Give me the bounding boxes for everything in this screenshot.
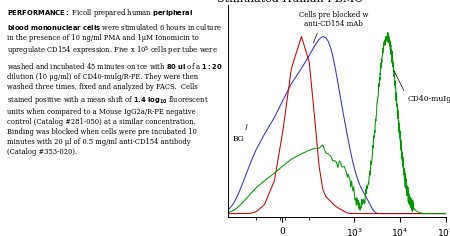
Text: Binding of CD40-muIg/PE to
Stimulated Human PBMC: Binding of CD40-muIg/PE to Stimulated Hu… (217, 0, 378, 4)
Text: CD40-muIg/PE: CD40-muIg/PE (394, 71, 450, 102)
Text: $\bf{PERFORMANCE:}$ Ficoll prepared human $\bf{peripheral}$
$\bf{blood\ mononucl: $\bf{PERFORMANCE:}$ Ficoll prepared huma… (7, 7, 223, 156)
Text: BG: BG (232, 124, 247, 143)
Text: Cells pre blocked w
anti-CD154 mAb: Cells pre blocked w anti-CD154 mAb (299, 11, 368, 43)
